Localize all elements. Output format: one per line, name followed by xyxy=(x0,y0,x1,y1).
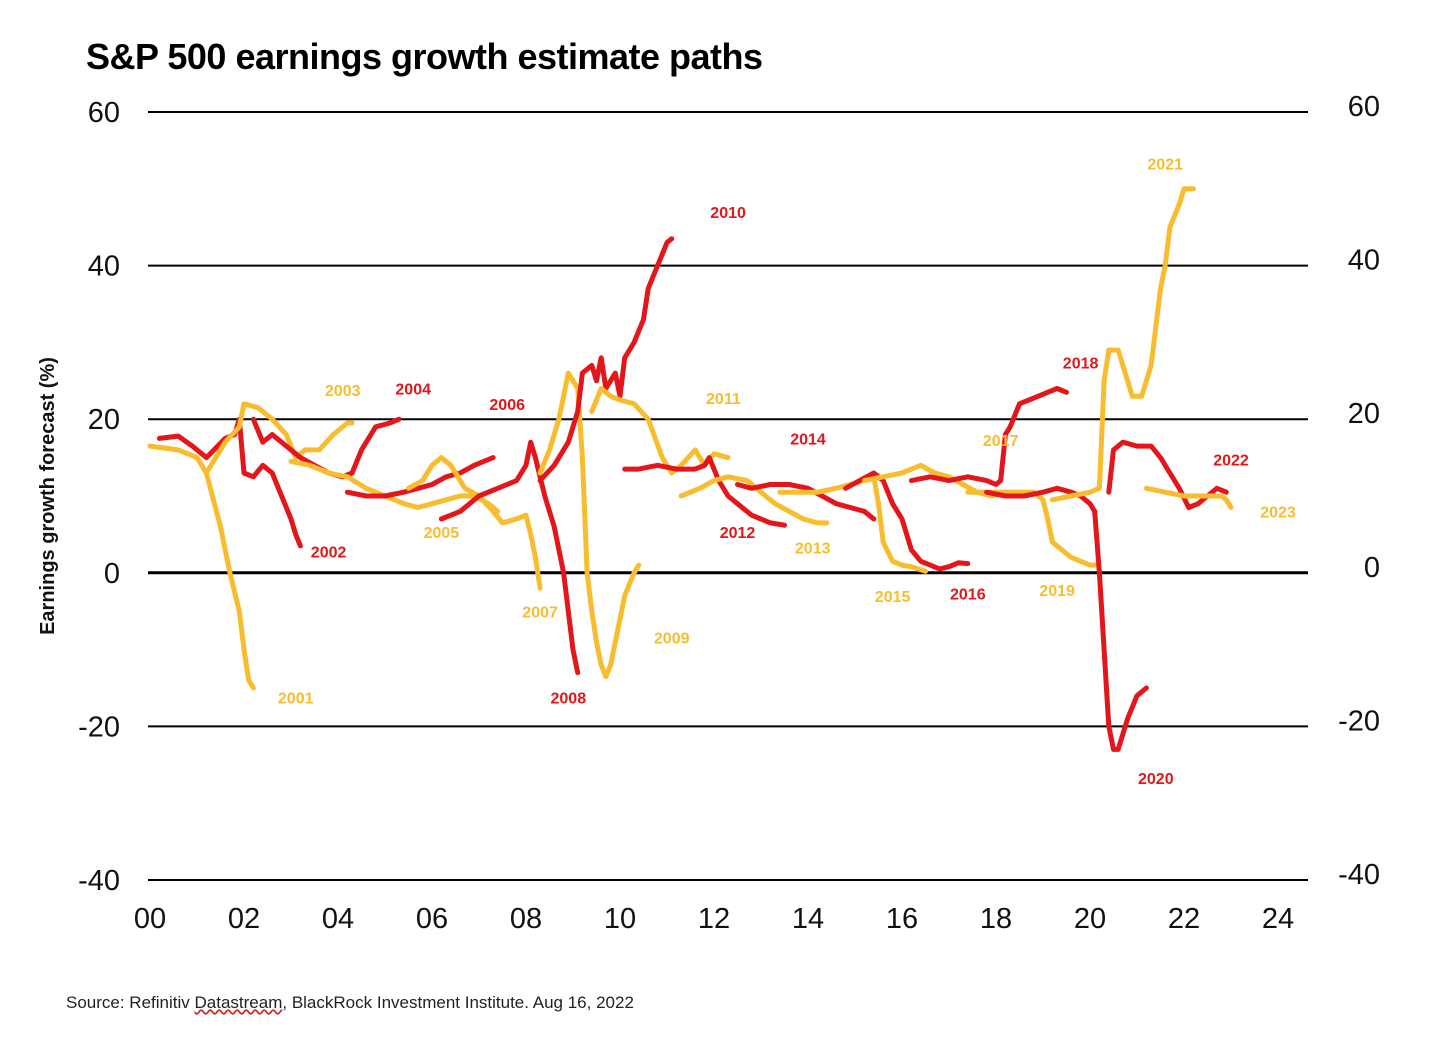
y-tick-right-2: 20 xyxy=(1348,398,1380,430)
y-tick-right-5: -40 xyxy=(1338,859,1380,891)
x-tick-04: 04 xyxy=(322,903,354,935)
x-tick-00: 00 xyxy=(134,903,166,935)
source-underlined: Datastream xyxy=(194,993,283,1012)
series-line-2007 xyxy=(406,455,543,591)
y-tick-right-0: 60 xyxy=(1348,91,1380,123)
series-label-2008: 2008 xyxy=(551,690,587,707)
series-lines xyxy=(147,186,1234,752)
series-label-2007: 2007 xyxy=(522,604,558,621)
series-label-2001: 2001 xyxy=(278,690,314,707)
series-line-2009 xyxy=(537,370,642,679)
series-line-2004 xyxy=(250,416,402,480)
x-tick-12: 12 xyxy=(698,903,730,935)
y-tick-left-5: -40 xyxy=(78,865,120,897)
x-tick-22: 22 xyxy=(1168,903,1200,935)
chart-title: S&P 500 earnings growth estimate paths xyxy=(86,36,763,77)
x-tick-20: 20 xyxy=(1074,903,1106,935)
y-tick-labels-left: 60 40 20 0 -20 -40 xyxy=(78,97,120,897)
x-tick-02: 02 xyxy=(228,903,260,935)
series-label-2016: 2016 xyxy=(950,587,986,604)
series-label-2022: 2022 xyxy=(1213,452,1249,469)
series-line-2016 xyxy=(843,470,971,572)
series-line-2006 xyxy=(344,455,496,499)
x-tick-18: 18 xyxy=(980,903,1012,935)
series-line-2018 xyxy=(908,386,1069,487)
series-label-2023: 2023 xyxy=(1260,505,1296,522)
series-line-2023 xyxy=(1143,485,1234,510)
x-tick-24: 24 xyxy=(1262,903,1294,935)
series-line-2002 xyxy=(156,416,303,549)
series-line-2013 xyxy=(678,474,830,526)
series-label-2003: 2003 xyxy=(325,383,361,400)
series-label-2017: 2017 xyxy=(983,433,1019,450)
x-tick-08: 08 xyxy=(510,903,542,935)
series-line-2010 xyxy=(537,236,675,484)
series-line-2012 xyxy=(622,455,787,528)
series-line-2019 xyxy=(965,489,1098,568)
y-tick-labels-right: 60 40 20 0 -20 -40 xyxy=(1338,91,1380,891)
source-suffix: , BlackRock Investment Institute. Aug 16… xyxy=(282,993,634,1012)
y-tick-left-2: 20 xyxy=(88,404,120,436)
series-label-2012: 2012 xyxy=(720,525,756,542)
series-label-2013: 2013 xyxy=(795,541,831,558)
gridlines xyxy=(148,111,1308,881)
source-prefix: Source: Refinitiv xyxy=(66,993,195,1012)
series-label-2020: 2020 xyxy=(1138,771,1174,788)
series-label-2002: 2002 xyxy=(311,544,347,561)
series-label-2019: 2019 xyxy=(1039,583,1075,600)
series-label-2006: 2006 xyxy=(489,397,525,414)
x-tick-14: 14 xyxy=(792,903,824,935)
series-line-2005 xyxy=(288,458,501,514)
y-tick-right-1: 40 xyxy=(1348,245,1380,277)
series-label-2010: 2010 xyxy=(710,205,746,222)
y-tick-right-4: -20 xyxy=(1338,705,1380,737)
series-label-2018: 2018 xyxy=(1063,356,1099,373)
y-tick-left-1: 40 xyxy=(88,251,120,283)
series-label-2009: 2009 xyxy=(654,630,690,647)
y-axis-label: Earnings growth forecast (%) xyxy=(37,357,59,635)
series-label-2011: 2011 xyxy=(706,391,741,408)
x-tick-labels: 00 02 04 06 08 10 12 14 16 18 20 22 24 xyxy=(134,903,1294,935)
y-tick-left-4: -20 xyxy=(78,711,120,743)
series-label-2014: 2014 xyxy=(790,432,826,449)
series-line-2001 xyxy=(147,443,256,691)
x-tick-10: 10 xyxy=(604,903,636,935)
x-tick-16: 16 xyxy=(886,903,918,935)
series-line-2020 xyxy=(984,485,1149,752)
series-line-2008 xyxy=(438,439,581,676)
source-note: Source: Refinitiv Datastream, BlackRock … xyxy=(66,993,634,1013)
series-label-2004: 2004 xyxy=(395,382,431,399)
x-tick-06: 06 xyxy=(416,903,448,935)
y-tick-left-3: 0 xyxy=(104,558,120,590)
series-label-2005: 2005 xyxy=(424,525,460,542)
series-line-2003 xyxy=(203,401,355,476)
series-line-2021 xyxy=(1049,186,1196,503)
series-label-2015: 2015 xyxy=(875,589,911,606)
y-tick-right-3: 0 xyxy=(1364,552,1380,584)
series-labels: 2001 2002 2003 2004 2005 2006 2007 2008 2009 2010… xyxy=(278,157,1296,788)
y-tick-left-0: 60 xyxy=(88,97,120,129)
series-label-2021: 2021 xyxy=(1147,157,1183,174)
